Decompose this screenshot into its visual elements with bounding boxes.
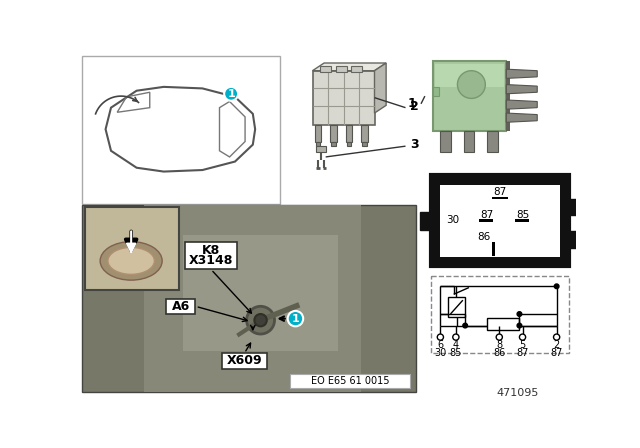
Text: 8: 8 xyxy=(496,340,502,350)
Text: K8: K8 xyxy=(202,244,220,258)
Bar xyxy=(433,87,439,96)
Circle shape xyxy=(246,306,275,334)
Ellipse shape xyxy=(108,247,154,274)
Bar xyxy=(83,205,415,392)
Bar xyxy=(222,353,267,369)
Bar xyxy=(347,142,351,146)
Circle shape xyxy=(254,314,267,326)
Bar xyxy=(479,220,493,222)
Text: 471095: 471095 xyxy=(497,388,539,398)
Bar xyxy=(420,211,431,230)
Ellipse shape xyxy=(100,241,162,280)
Text: 3: 3 xyxy=(410,138,419,151)
Bar xyxy=(330,125,337,142)
Bar xyxy=(351,66,362,72)
Circle shape xyxy=(288,311,303,326)
Text: 30: 30 xyxy=(446,215,460,225)
Bar xyxy=(492,197,508,199)
Bar xyxy=(184,241,237,269)
Circle shape xyxy=(458,71,485,99)
Bar xyxy=(569,231,580,248)
Text: 2: 2 xyxy=(554,340,560,350)
Bar xyxy=(431,276,569,353)
Bar xyxy=(362,142,367,146)
Bar xyxy=(362,125,367,142)
Polygon shape xyxy=(374,63,386,113)
Circle shape xyxy=(463,323,467,328)
Circle shape xyxy=(554,284,559,289)
Bar xyxy=(492,241,495,255)
Bar xyxy=(331,142,336,146)
Bar xyxy=(166,299,195,314)
Bar xyxy=(487,318,520,330)
Text: 87: 87 xyxy=(493,187,507,198)
Bar xyxy=(440,131,451,152)
Text: 6: 6 xyxy=(437,340,444,350)
Bar xyxy=(435,64,504,87)
Bar xyxy=(320,66,331,72)
Text: 1: 1 xyxy=(292,314,300,323)
Polygon shape xyxy=(506,85,537,94)
Text: 87: 87 xyxy=(550,348,563,358)
Text: 85: 85 xyxy=(450,348,462,358)
Bar xyxy=(290,374,410,388)
Text: 1: 1 xyxy=(227,89,235,99)
Text: 2: 2 xyxy=(410,99,419,112)
Bar xyxy=(346,125,352,142)
Bar xyxy=(440,185,560,257)
Text: X609: X609 xyxy=(227,354,262,367)
Bar xyxy=(315,125,321,142)
Bar xyxy=(448,297,465,317)
Text: 85: 85 xyxy=(516,211,529,220)
Bar xyxy=(84,207,179,290)
Bar xyxy=(312,71,374,125)
Circle shape xyxy=(517,312,522,316)
Bar xyxy=(83,56,280,204)
Circle shape xyxy=(437,334,444,340)
Text: 87: 87 xyxy=(516,348,529,358)
Bar xyxy=(316,142,320,146)
Text: 86: 86 xyxy=(477,232,490,242)
Polygon shape xyxy=(506,100,537,109)
Bar xyxy=(487,131,498,152)
Text: 86: 86 xyxy=(493,348,506,358)
Polygon shape xyxy=(506,113,537,122)
Bar xyxy=(433,61,506,131)
Circle shape xyxy=(554,334,560,340)
Circle shape xyxy=(496,334,502,340)
Polygon shape xyxy=(506,69,537,78)
Text: 30: 30 xyxy=(435,348,447,358)
Polygon shape xyxy=(312,63,386,71)
Bar xyxy=(431,176,569,266)
Text: 1: 1 xyxy=(408,96,417,110)
Text: EO E65 61 0015: EO E65 61 0015 xyxy=(311,376,390,386)
Bar xyxy=(145,205,362,392)
Text: A6: A6 xyxy=(172,300,190,313)
Bar xyxy=(569,198,580,215)
Text: X3148: X3148 xyxy=(189,254,233,267)
Bar xyxy=(515,220,529,222)
Circle shape xyxy=(452,334,459,340)
Circle shape xyxy=(517,323,522,328)
Polygon shape xyxy=(506,61,510,131)
Bar xyxy=(316,146,326,151)
Text: 87: 87 xyxy=(480,211,493,220)
Text: 4: 4 xyxy=(453,340,459,350)
Bar xyxy=(183,236,338,351)
Text: 5: 5 xyxy=(520,340,525,350)
Circle shape xyxy=(520,334,525,340)
Bar xyxy=(463,131,474,152)
Circle shape xyxy=(224,87,238,101)
Bar xyxy=(336,66,347,72)
